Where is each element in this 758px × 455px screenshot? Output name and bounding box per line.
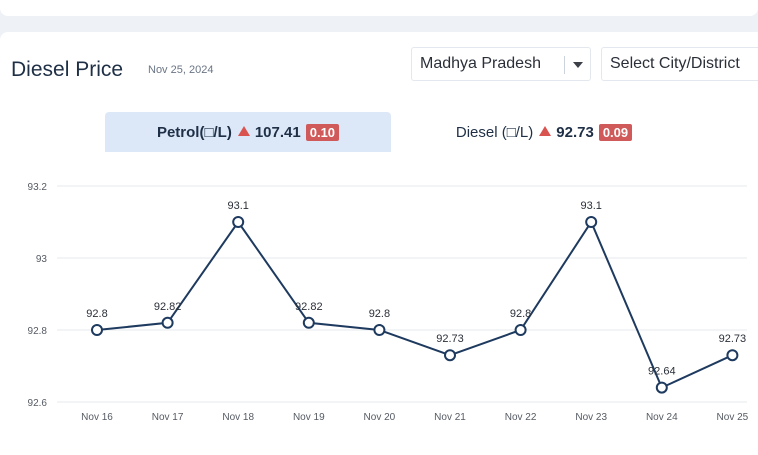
data-point	[444, 349, 456, 362]
top-bar	[0, 0, 758, 16]
data-label: 92.82	[295, 301, 323, 313]
tab-diesel[interactable]: Diesel (□/L) 92.73 0.09	[402, 112, 686, 152]
y-tick-label: 93.2	[28, 182, 48, 193]
data-label: 92.73	[436, 333, 464, 345]
data-point	[302, 316, 315, 329]
data-point	[514, 324, 527, 336]
page-title: Diesel Price	[11, 58, 124, 81]
data-label: 92.8	[369, 308, 390, 320]
x-tick-label: Nov 24	[646, 412, 678, 423]
select-divider	[564, 56, 565, 74]
data-point	[585, 216, 598, 228]
data-label: 93.1	[227, 200, 248, 212]
y-tick-label: 92.8	[28, 326, 48, 337]
x-tick-label: Nov 20	[364, 412, 396, 423]
x-tick-label: Nov 25	[717, 412, 749, 423]
data-label: 92.64	[648, 366, 676, 378]
x-tick-label: Nov 23	[575, 412, 607, 423]
up-arrow-icon	[237, 126, 250, 136]
series-line	[96, 219, 733, 389]
data-label: 92.82	[154, 301, 182, 313]
petrol-change-badge: 0.10	[305, 123, 340, 141]
data-point	[91, 324, 103, 336]
tab-petrol-label: Petrol(□/L)	[156, 123, 232, 141]
x-tick-label: Nov 21	[434, 412, 466, 423]
data-label: 93.1	[580, 200, 601, 212]
chart-svg: 92.6 92.8 93 93.2 Nov 16 Nov 17 Nov 18 Nov 19 No…	[28, 182, 749, 423]
tab-diesel-label: Diesel (□/L)	[455, 123, 534, 141]
x-tick-label: Nov 18	[222, 412, 254, 423]
data-label: 92.73	[719, 333, 747, 345]
tab-petrol-price: 107.41	[254, 123, 301, 141]
chevron-down-icon[interactable]	[573, 62, 583, 68]
tab-diesel-price: 92.73	[556, 123, 594, 141]
data-point	[726, 349, 739, 362]
x-tick-label: Nov 16	[81, 412, 113, 423]
data-point	[232, 216, 245, 228]
y-tick-label: 93	[36, 254, 48, 265]
x-tick-label: Nov 19	[293, 412, 325, 423]
data-point	[373, 324, 386, 336]
up-arrow-icon	[539, 126, 552, 136]
x-tick-label: Nov 17	[152, 412, 184, 423]
state-select[interactable]: Madhya Pradesh	[411, 47, 591, 81]
diesel-price-chart: 92.6 92.8 93 93.2 Nov 16 Nov 17 Nov 18 Nov 19 No…	[11, 152, 758, 442]
x-tick-label: Nov 22	[505, 412, 537, 423]
city-select-value: Select City/District	[610, 55, 740, 72]
y-tick-label: 92.6	[28, 398, 48, 409]
city-select[interactable]: Select City/District	[601, 47, 758, 81]
tab-petrol[interactable]: Petrol(□/L) 107.41 0.10	[105, 112, 391, 152]
state-select-value: Madhya Pradesh	[420, 55, 541, 72]
price-date: Nov 25, 2024	[148, 64, 214, 76]
diesel-change-badge: 0.09	[598, 123, 633, 141]
data-label: 92.8	[86, 308, 107, 320]
data-label: 92.8	[510, 308, 531, 320]
data-point	[655, 381, 668, 394]
data-point	[161, 316, 174, 329]
